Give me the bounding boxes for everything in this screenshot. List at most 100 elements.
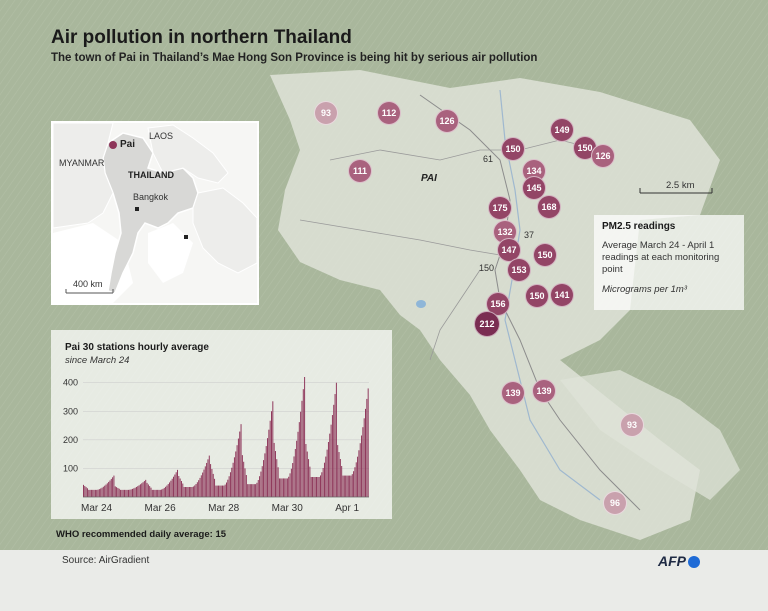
hourly-bar: [365, 408, 366, 497]
hourly-bar: [341, 465, 343, 497]
hourly-bar: [121, 489, 123, 497]
laos-shape: [147, 124, 229, 184]
afp-logo: AFP: [658, 553, 686, 569]
hourly-bar: [233, 457, 235, 497]
hourly-bar: [338, 452, 340, 497]
legend-title: PM2.5 readings: [602, 221, 676, 232]
hourly-bar: [293, 456, 295, 497]
inset-label-thailand: THAILAND: [128, 170, 174, 180]
hourly-bar: [290, 468, 292, 497]
hourly-bar: [359, 443, 361, 497]
hourly-bar: [272, 401, 274, 497]
hourly-bar: [220, 485, 222, 497]
hourly-bar: [88, 489, 90, 497]
hourly-bar: [203, 469, 205, 497]
hourly-bar: [281, 478, 283, 497]
hourly-bar: [178, 476, 180, 497]
legend-unit: Micrograms per 1m³: [602, 284, 687, 295]
hourly-bar: [192, 486, 194, 497]
hourly-bar: [106, 483, 108, 497]
hourly-bar: [83, 484, 84, 497]
hourly-bar: [143, 481, 145, 497]
hourly-bar: [349, 475, 351, 497]
hourly-bar: [228, 476, 230, 497]
hourly-bar: [353, 471, 355, 497]
hourly-bar: [110, 478, 112, 497]
hourly-bar: [339, 459, 341, 497]
hourly-bar: [105, 484, 107, 497]
hourly-bar: [200, 475, 202, 497]
hourly-bar: [195, 483, 197, 497]
hourly-bar: [214, 478, 216, 497]
source-credit: Source: AirGradient: [62, 555, 150, 566]
hourly-bar: [255, 484, 257, 497]
hourly-bar: [224, 484, 226, 497]
locator-map: MYANMAR LAOS THAILAND Pai Bangkok 400 km: [51, 121, 259, 305]
y-tick-label: 100: [63, 463, 78, 473]
hourly-bar: [300, 411, 302, 497]
hourly-bar: [179, 478, 181, 497]
hourly-bar: [183, 487, 185, 497]
y-tick-label: 400: [63, 378, 78, 388]
hourly-bar: [355, 462, 357, 497]
hourly-bar: [260, 471, 262, 497]
hourly-bar: [240, 424, 242, 497]
hourly-bar: [358, 450, 360, 497]
hourly-bar: [84, 486, 86, 497]
hourly-bar: [346, 475, 348, 497]
hourly-bar: [150, 487, 152, 497]
station-marker: 141: [550, 283, 574, 307]
hourly-bar: [237, 438, 239, 497]
hourly-bar: [329, 433, 331, 497]
thailand-shape: [102, 132, 199, 294]
hourly-bar: [304, 377, 306, 497]
hourly-bar: [318, 477, 320, 497]
hourly-bar: [337, 445, 339, 497]
x-tick-label: Mar 30: [272, 503, 304, 514]
hourly-bar: [174, 474, 176, 497]
inset-scale-label: 400 km: [73, 279, 103, 289]
hourly-bar: [137, 486, 139, 497]
hourly-bar: [182, 483, 184, 497]
hourly-bar: [129, 489, 131, 497]
hourly-bar: [212, 473, 214, 497]
hourly-bar: [305, 444, 307, 497]
hourly-bar: [204, 466, 206, 497]
hourly-bar: [363, 418, 365, 497]
hourly-bar: [130, 489, 132, 497]
hourly-bar: [218, 485, 220, 497]
hourly-bar: [323, 462, 325, 497]
hourly-bar: [85, 487, 87, 497]
station-marker: 126: [435, 109, 459, 133]
station-marker: 126: [591, 144, 615, 168]
hourly-bar: [277, 467, 279, 497]
station-marker: 111: [348, 159, 372, 183]
road-number-150: 150: [479, 263, 495, 273]
hourly-bar: [186, 487, 188, 497]
hourly-bar: [227, 479, 229, 497]
hourly-bar: [86, 488, 88, 497]
station-marker: 168: [537, 195, 561, 219]
hourly-bar: [350, 475, 352, 497]
afp-logo-dot: [688, 556, 700, 568]
hourly-bar: [267, 438, 269, 497]
hourly-bar: [236, 445, 238, 497]
hourly-bar: [268, 429, 270, 497]
hourly-bar: [216, 485, 218, 497]
hourly-bar: [180, 481, 182, 497]
hourly-bar: [124, 489, 126, 497]
hourly-bar: [247, 484, 249, 497]
hourly-bar: [116, 487, 118, 497]
hourly-bar: [142, 482, 144, 497]
inset-label-bangkok: Bangkok: [133, 192, 169, 202]
sea-gulf: [148, 223, 193, 283]
hourly-bar: [302, 389, 304, 497]
hourly-bar: [149, 486, 151, 497]
hourly-bar: [133, 488, 135, 497]
station-marker: 150: [501, 137, 525, 161]
hourly-bar: [252, 484, 254, 497]
chart-subtitle: since March 24: [65, 355, 130, 366]
station-marker: 153: [507, 258, 531, 282]
hourly-bar: [327, 441, 329, 497]
hourly-bar: [334, 394, 336, 497]
